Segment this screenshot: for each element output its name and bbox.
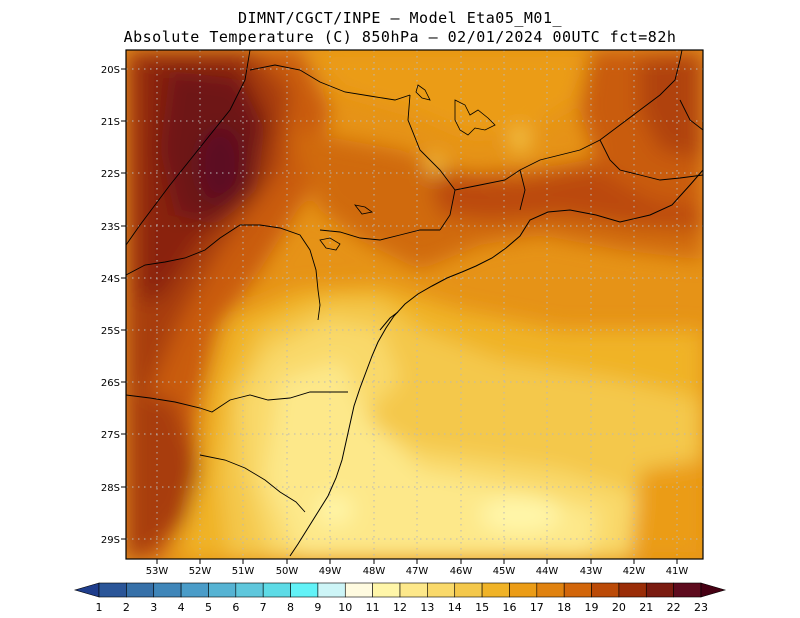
- colorbar-label: 4: [178, 601, 185, 614]
- colorbar-label: 23: [694, 601, 708, 614]
- lon-label: 51W: [232, 566, 255, 577]
- lat-label: 28S: [101, 483, 120, 494]
- lat-label: 24S: [101, 274, 120, 285]
- colorbar-segment: [235, 582, 264, 598]
- colorbar-label: 12: [393, 601, 407, 614]
- lat-label: 23S: [101, 222, 120, 233]
- lon-label: 43W: [580, 566, 603, 577]
- lon-label: 41W: [666, 566, 689, 577]
- colorbar-segment: [98, 582, 127, 598]
- colorbar-segment: [563, 582, 592, 598]
- colorbar-label: 18: [557, 601, 571, 614]
- colorbar-segment: [536, 582, 565, 598]
- colorbar-arrow-low: [73, 582, 100, 598]
- colorbar-label: 9: [314, 601, 321, 614]
- lon-label: 49W: [319, 566, 342, 577]
- lat-label: 29S: [101, 535, 120, 546]
- colorbar-segment: [344, 582, 373, 598]
- colorbar-label: 11: [366, 601, 380, 614]
- colorbar-segment: [481, 582, 510, 598]
- colorbar-segment: [618, 582, 647, 598]
- colorbar-label: 15: [475, 601, 489, 614]
- colorbar-label: 14: [448, 601, 462, 614]
- colorbar-label: 20: [612, 601, 626, 614]
- map-frame: [125, 49, 704, 560]
- colorbar-segment: [454, 582, 483, 598]
- colorbar-label: 5: [205, 601, 212, 614]
- colorbar-label: 7: [260, 601, 267, 614]
- lon-label: 44W: [536, 566, 559, 577]
- temperature-field: [126, 50, 703, 559]
- lon-label: 53W: [146, 566, 169, 577]
- longitude-axis: 53W 52W 51W 50W 49W 48W 47W 46W 45W 44W …: [146, 559, 689, 577]
- colorbar-arrow-high: [700, 582, 727, 598]
- lat-label: 27S: [101, 430, 120, 441]
- colorbar-segment: [591, 582, 620, 598]
- colorbar-label: 3: [150, 601, 157, 614]
- lat-label: 26S: [101, 378, 120, 389]
- lat-label: 25S: [101, 326, 120, 337]
- lon-label: 48W: [363, 566, 386, 577]
- lon-label: 50W: [276, 566, 299, 577]
- graticule: [126, 50, 703, 559]
- lat-label: 22S: [101, 169, 120, 180]
- lon-label: 52W: [189, 566, 212, 577]
- colorbar-label: 2: [123, 601, 130, 614]
- colorbar-segment: [427, 582, 456, 598]
- colorbar-segment: [153, 582, 182, 598]
- colorbar-segment: [399, 582, 428, 598]
- colorbar: 1 2 3 4 5 6 7 8 9 10 11 12 13 14 15 16 17 18 19 20 21 22 23: [73, 582, 727, 614]
- lon-label: 46W: [450, 566, 473, 577]
- lon-label: 42W: [623, 566, 646, 577]
- lat-label: 21S: [101, 117, 120, 128]
- colorbar-label: 22: [667, 601, 681, 614]
- latitude-axis: 20S 21S 22S 23S 24S 25S 26S 27S 28S 29S: [101, 65, 126, 546]
- colorbar-label: 21: [639, 601, 653, 614]
- colorbar-segment: [645, 582, 674, 598]
- colorbar-label: 16: [502, 601, 516, 614]
- state-borders: [126, 50, 703, 513]
- colorbar-segment: [290, 582, 319, 598]
- lon-label: 47W: [406, 566, 429, 577]
- colorbar-label: 6: [232, 601, 239, 614]
- colorbar-label: 8: [287, 601, 294, 614]
- colorbar-segment: [509, 582, 538, 598]
- colorbar-segment: [126, 582, 155, 598]
- chart-title-line2: Absolute Temperature (C) 850hPa – 02/01/…: [123, 28, 677, 46]
- colorbar-segment: [317, 582, 346, 598]
- colorbar-label: 19: [585, 601, 599, 614]
- reservoirs: [319, 84, 496, 251]
- colorbar-label: 13: [420, 601, 434, 614]
- colorbar-segment: [262, 582, 291, 598]
- colorbar-label: 17: [530, 601, 544, 614]
- colorbar-label: 1: [96, 601, 103, 614]
- lon-label: 45W: [493, 566, 516, 577]
- colorbar-segment: [673, 582, 702, 598]
- colorbar-label: 10: [338, 601, 352, 614]
- coastline: [289, 169, 703, 557]
- colorbar-segment: [372, 582, 401, 598]
- colorbar-segment: [208, 582, 237, 598]
- lat-label: 20S: [101, 65, 120, 76]
- colorbar-segment: [180, 582, 209, 598]
- chart-title-line1: DIMNT/CGCT/INPE – Model Eta05_M01_: [237, 9, 563, 27]
